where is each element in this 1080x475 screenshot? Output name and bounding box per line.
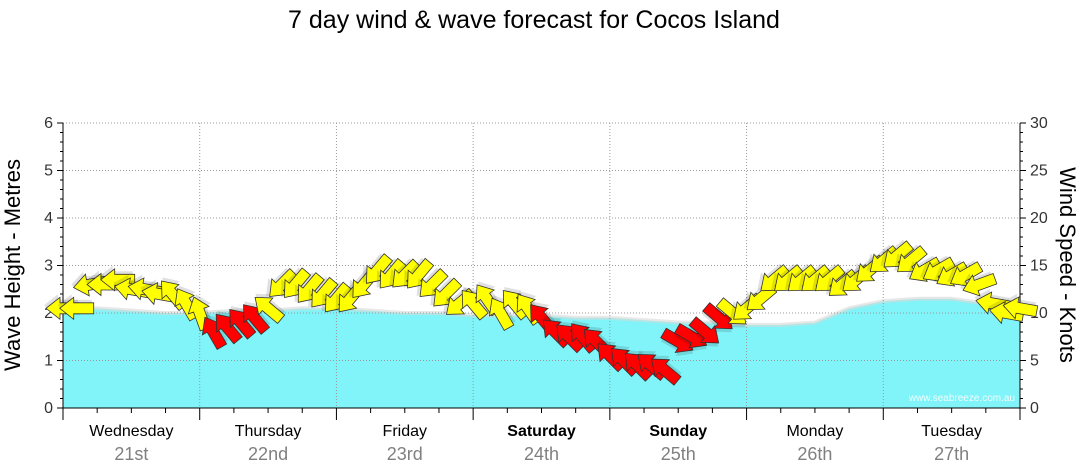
day-date-label: 25th [661,444,696,464]
left-tick-label: 1 [44,353,53,370]
wind-arrow-shape [407,257,435,289]
right-tick-label: 30 [1030,115,1048,132]
wind-arrow-shape [254,296,286,325]
wind-arrow [1001,293,1039,320]
wind-arrow-shape [1002,296,1039,320]
day-date-label: 24th [524,444,559,464]
wind-arrow [389,258,422,288]
wind-arrow-shape [215,313,243,345]
right-tick-label: 0 [1030,400,1039,417]
wind-arrow-shape [962,273,998,297]
wind-arrow-shape [243,304,271,335]
wind-arrow-shape [433,277,463,307]
left-tick-label: 2 [44,305,53,322]
day-name-label: Wednesday [89,423,173,440]
day-date-label: 21st [114,444,148,464]
wind-arrow [416,267,449,297]
wind-arrow-shape [269,268,299,297]
wind-arrow [880,239,915,268]
day-name-label: Thursday [235,423,302,440]
wind-arrow-shape [922,256,957,282]
wind-arrow [688,316,720,347]
wind-arrow-shape [897,245,928,273]
right-tick-label: 25 [1030,163,1048,180]
wind-arrow [702,302,733,333]
day-name-label: Saturday [507,423,576,440]
right-tick-label: 5 [1030,353,1039,370]
wind-arrow [960,271,998,297]
wind-arrow-shape [461,289,489,321]
left-tick-label: 6 [44,115,53,132]
wind-arrow [430,277,463,307]
left-axis-label: Wave Height - Metres [0,159,25,371]
wind-arrow-shape [488,297,515,332]
wind-arrow [650,355,682,386]
wind-arrow-shape [688,316,720,344]
wind-arrow-shape [392,258,422,288]
wind-arrow [488,295,516,332]
wind-arrows-layer [44,239,1039,386]
chart-title: 7 day wind & wave forecast for Cocos Isl… [288,6,780,34]
right-axis-label: Wind Speed - Knots [1055,167,1080,363]
wind-arrow [57,294,95,321]
wind-arrow-shape [419,268,449,297]
left-tick-label: 0 [44,400,53,417]
day-name-label: Sunday [649,423,707,440]
wind-arrow [894,244,928,273]
wind-arrow-shape [950,261,984,287]
wind-arrow [403,257,435,289]
day-name-label: Friday [383,423,427,440]
wind-arrow-shape [650,358,682,386]
watermark-text: www.seabreeze.com.au [908,393,1015,404]
right-tick-label: 15 [1030,258,1048,275]
wind-arrow [812,263,846,292]
wind-arrow-shape [815,264,846,292]
left-tick-label: 4 [44,210,53,227]
wind-arrow-shape [59,296,95,321]
wind-arrow-shape [883,240,915,268]
wind-arrow [254,293,286,325]
day-date-label: 27th [934,444,969,464]
day-date-label: 23rd [387,444,423,464]
left-tick-label: 5 [44,163,53,180]
day-name-label: Monday [786,423,843,440]
wind-arrow [947,260,984,287]
day-name-label: Tuesday [921,423,982,440]
right-tick-label: 20 [1030,210,1048,227]
wind-arrow [920,255,957,282]
wind-arrow-shape [201,316,228,351]
left-tick-label: 3 [44,258,53,275]
day-date-label: 22nd [248,444,288,464]
wind-arrow-shape [702,302,733,330]
day-date-label: 26th [797,444,832,464]
wind-arrow [266,267,299,297]
wind-arrow [201,314,229,351]
wind-arrow-shape [229,308,257,340]
wind-arrow [243,301,271,335]
day-labels-layer: Wednesday 21st Thursday 22nd Friday 23rd Satur… [89,423,982,464]
